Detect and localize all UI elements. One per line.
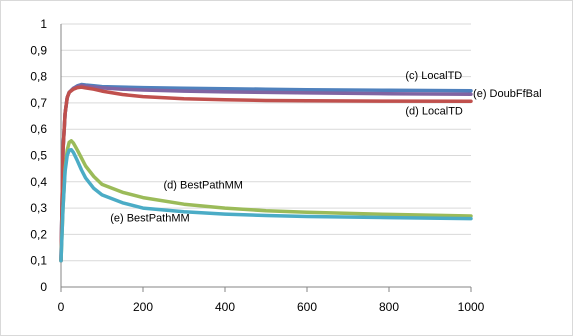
- y-tick-label: 1: [40, 17, 47, 31]
- y-tick-label: 0,5: [30, 149, 47, 163]
- x-tick-label: 400: [215, 300, 235, 314]
- y-tick-label: 0,1: [30, 254, 47, 268]
- x-tick-label: 0: [58, 300, 65, 314]
- y-tick-label: 0,7: [30, 96, 47, 110]
- y-tick-label: 0,6: [30, 122, 47, 136]
- y-tick-label: 0,2: [30, 227, 47, 241]
- series-line: [59, 85, 473, 263]
- series-line: [59, 147, 473, 263]
- x-tick-label: 1000: [458, 300, 485, 314]
- x-tick-label: 800: [379, 300, 399, 314]
- x-tick-label: 600: [297, 300, 317, 314]
- gridlines: [61, 23, 471, 262]
- series-annotation-label: (e) DoubFfBal: [473, 88, 541, 100]
- y-tick-label: 0,4: [30, 175, 47, 189]
- series-annotation-label: (d) LocalTD: [405, 106, 463, 118]
- annotations: (c) LocalTD (e) DoubFfBal (d) LocalTD (d) B…: [110, 70, 541, 224]
- series-annotation-label: (e) BestPathMM: [110, 212, 189, 224]
- axes: 0 0,1 0,2 0,3 0,4 0,5 0,6 0,7 0,8 0,9 1 0 200 400 600 8…: [30, 17, 484, 314]
- y-tick-label: 0: [40, 280, 47, 294]
- y-tick-label: 0,8: [30, 70, 47, 84]
- y-tick-label: 0,9: [30, 43, 47, 57]
- series-lines: [59, 82, 473, 263]
- series-annotation-label: (d) BestPathMM: [164, 179, 243, 191]
- x-tick-label: 200: [133, 300, 153, 314]
- y-tick-label: 0,3: [30, 201, 47, 215]
- series-line: [59, 139, 473, 263]
- series-annotation-label: (c) LocalTD: [405, 70, 462, 82]
